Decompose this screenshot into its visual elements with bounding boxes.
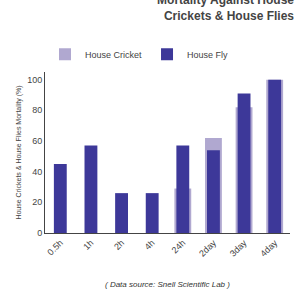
svg-text:0: 0 (37, 228, 42, 238)
svg-text:0.5h: 0.5h (45, 238, 64, 257)
svg-text:House Fly: House Fly (187, 50, 228, 60)
svg-text:20: 20 (32, 197, 42, 207)
svg-text:80: 80 (32, 105, 42, 115)
svg-text:Mortality Against HouseCricket: Mortality Against HouseCrickets & House … (157, 0, 294, 23)
svg-text:House Crickets & House Flies M: House Crickets & House Flies Mortality (… (15, 85, 23, 219)
svg-text:4day: 4day (258, 237, 279, 258)
svg-text:4h: 4h (143, 238, 157, 252)
svg-text:100: 100 (27, 75, 42, 85)
svg-text:40: 40 (32, 167, 42, 177)
svg-text:2day: 2day (197, 237, 218, 258)
svg-text:24h: 24h (170, 238, 188, 256)
svg-text:60: 60 (32, 136, 42, 146)
svg-text:2h: 2h (112, 238, 126, 252)
svg-text:House Cricket: House Cricket (85, 50, 142, 60)
svg-text:( Data source: Snell Scientifi: ( Data source: Snell Scientific Lab ) (105, 280, 230, 289)
svg-text:3day: 3day (228, 237, 249, 258)
svg-text:1h: 1h (81, 238, 95, 252)
